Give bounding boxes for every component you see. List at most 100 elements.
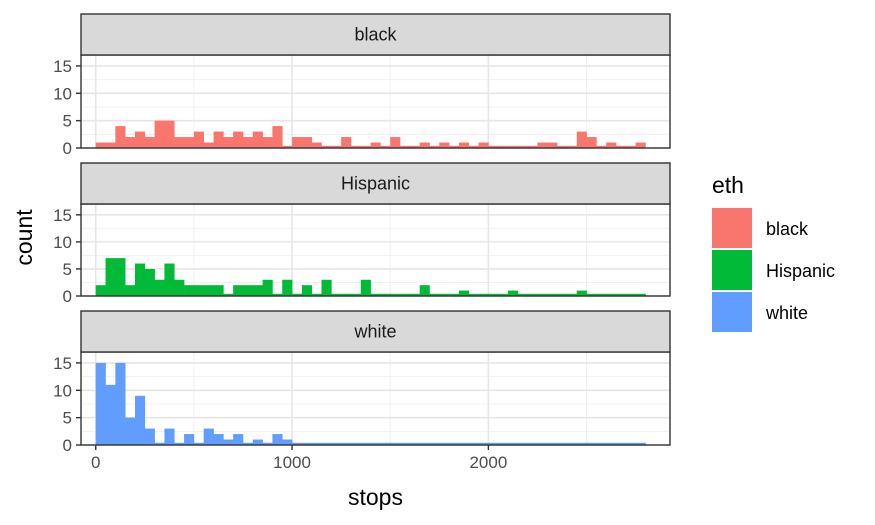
facet-strip bbox=[80, 13, 671, 56]
histogram-bar bbox=[468, 145, 479, 148]
histogram-bar bbox=[115, 126, 126, 148]
histogram-bar bbox=[360, 442, 371, 445]
histogram-bar bbox=[311, 293, 322, 296]
histogram-bar bbox=[252, 439, 263, 445]
histogram-bar bbox=[184, 434, 195, 445]
y-tick-label: 0 bbox=[63, 287, 72, 306]
y-tick-label: 15 bbox=[53, 206, 72, 225]
histogram-bar bbox=[596, 145, 607, 148]
histogram-bar bbox=[282, 279, 293, 296]
panel-background bbox=[81, 55, 670, 148]
histogram-bar bbox=[468, 293, 479, 296]
histogram-bar bbox=[321, 279, 332, 296]
histogram-bar bbox=[566, 145, 578, 148]
histogram-bar bbox=[360, 145, 371, 148]
histogram-bar bbox=[233, 285, 244, 296]
histogram-bar bbox=[311, 442, 322, 445]
histogram-bar bbox=[419, 442, 430, 445]
histogram-bar bbox=[380, 442, 391, 445]
histogram-bar bbox=[537, 142, 548, 148]
histogram-bar bbox=[341, 442, 352, 445]
histogram-bar bbox=[596, 442, 607, 445]
histogram-bar bbox=[547, 293, 558, 296]
facet-strip-label: black bbox=[354, 25, 397, 45]
histogram-bar bbox=[478, 142, 489, 148]
histogram-bar bbox=[213, 285, 224, 296]
histogram-bar bbox=[292, 137, 303, 148]
histogram-bar bbox=[527, 293, 538, 296]
histogram-bar bbox=[174, 442, 185, 445]
legend-key-white bbox=[712, 292, 752, 332]
histogram-bar bbox=[517, 442, 528, 445]
histogram-bar bbox=[125, 417, 136, 445]
y-tick-label: 15 bbox=[53, 354, 72, 373]
histogram-bar bbox=[272, 126, 283, 148]
histogram-bar bbox=[527, 145, 538, 148]
histogram-bar bbox=[164, 428, 175, 445]
facet-strip bbox=[80, 162, 671, 205]
y-tick-label: 0 bbox=[63, 436, 72, 455]
legend: eth black Hispanic white bbox=[712, 172, 835, 332]
histogram-bar bbox=[596, 293, 607, 296]
histogram-bar bbox=[625, 442, 636, 445]
histogram-bar bbox=[203, 285, 214, 296]
histogram-bar bbox=[566, 442, 578, 445]
histogram-bar bbox=[213, 131, 224, 148]
histogram-bar bbox=[380, 145, 391, 148]
histogram-bar bbox=[95, 285, 106, 296]
histogram-bar bbox=[409, 145, 420, 148]
histogram-bar bbox=[203, 142, 214, 148]
histogram-bar bbox=[252, 285, 263, 296]
histogram-bar bbox=[321, 442, 332, 445]
facet-strip bbox=[80, 310, 671, 353]
x-tick-label: 2000 bbox=[469, 453, 507, 472]
histogram-bar bbox=[272, 293, 283, 296]
histogram-bar bbox=[508, 442, 519, 445]
x-axis: 0 1000 2000 bbox=[91, 445, 507, 472]
legend-label: white bbox=[765, 303, 808, 323]
histogram-bar bbox=[193, 442, 205, 445]
histogram-bar bbox=[301, 137, 312, 148]
histogram-bar bbox=[606, 442, 617, 445]
histogram-bar bbox=[233, 131, 244, 148]
histogram-bar bbox=[429, 145, 440, 148]
facet-strip-label: Hispanic bbox=[341, 174, 410, 194]
histogram-bar bbox=[184, 285, 195, 296]
histogram-bar bbox=[370, 293, 381, 296]
histogram-bar bbox=[341, 293, 352, 296]
histogram-bar bbox=[321, 145, 332, 148]
facet-panel-white: white 0 5 10 15 bbox=[53, 310, 671, 455]
histogram-bar bbox=[262, 442, 273, 445]
histogram-bar bbox=[429, 293, 440, 296]
histogram-bar bbox=[429, 442, 440, 445]
histogram-bar bbox=[301, 442, 312, 445]
histogram-bar bbox=[409, 293, 420, 296]
histogram-bar bbox=[439, 142, 450, 148]
histogram-bar bbox=[331, 442, 342, 445]
histogram-bar bbox=[350, 442, 362, 445]
histogram-bar bbox=[616, 145, 627, 148]
histogram-bar bbox=[458, 442, 470, 445]
y-tick-label: 10 bbox=[53, 381, 72, 400]
histogram-bar bbox=[566, 293, 578, 296]
histogram-bar bbox=[439, 293, 450, 296]
y-tick-label: 5 bbox=[63, 260, 72, 279]
histogram-bar bbox=[292, 442, 303, 445]
histogram-bar bbox=[498, 442, 509, 445]
histogram-bar bbox=[360, 279, 371, 296]
histogram-bar bbox=[144, 428, 155, 445]
histogram-bar bbox=[586, 137, 597, 148]
histogram-bar bbox=[164, 263, 175, 296]
histogram-bar bbox=[282, 145, 293, 148]
histogram-bar bbox=[301, 285, 312, 296]
histogram-bar bbox=[242, 442, 254, 445]
histogram-bar bbox=[213, 434, 224, 445]
histogram-bar bbox=[164, 120, 175, 148]
histogram-bar bbox=[478, 293, 489, 296]
histogram-bar bbox=[606, 142, 617, 148]
histogram-bar bbox=[350, 293, 362, 296]
histogram-bar bbox=[223, 293, 234, 296]
histogram-bar bbox=[586, 442, 597, 445]
histogram-bar bbox=[233, 434, 244, 445]
histogram-bar bbox=[576, 290, 587, 296]
